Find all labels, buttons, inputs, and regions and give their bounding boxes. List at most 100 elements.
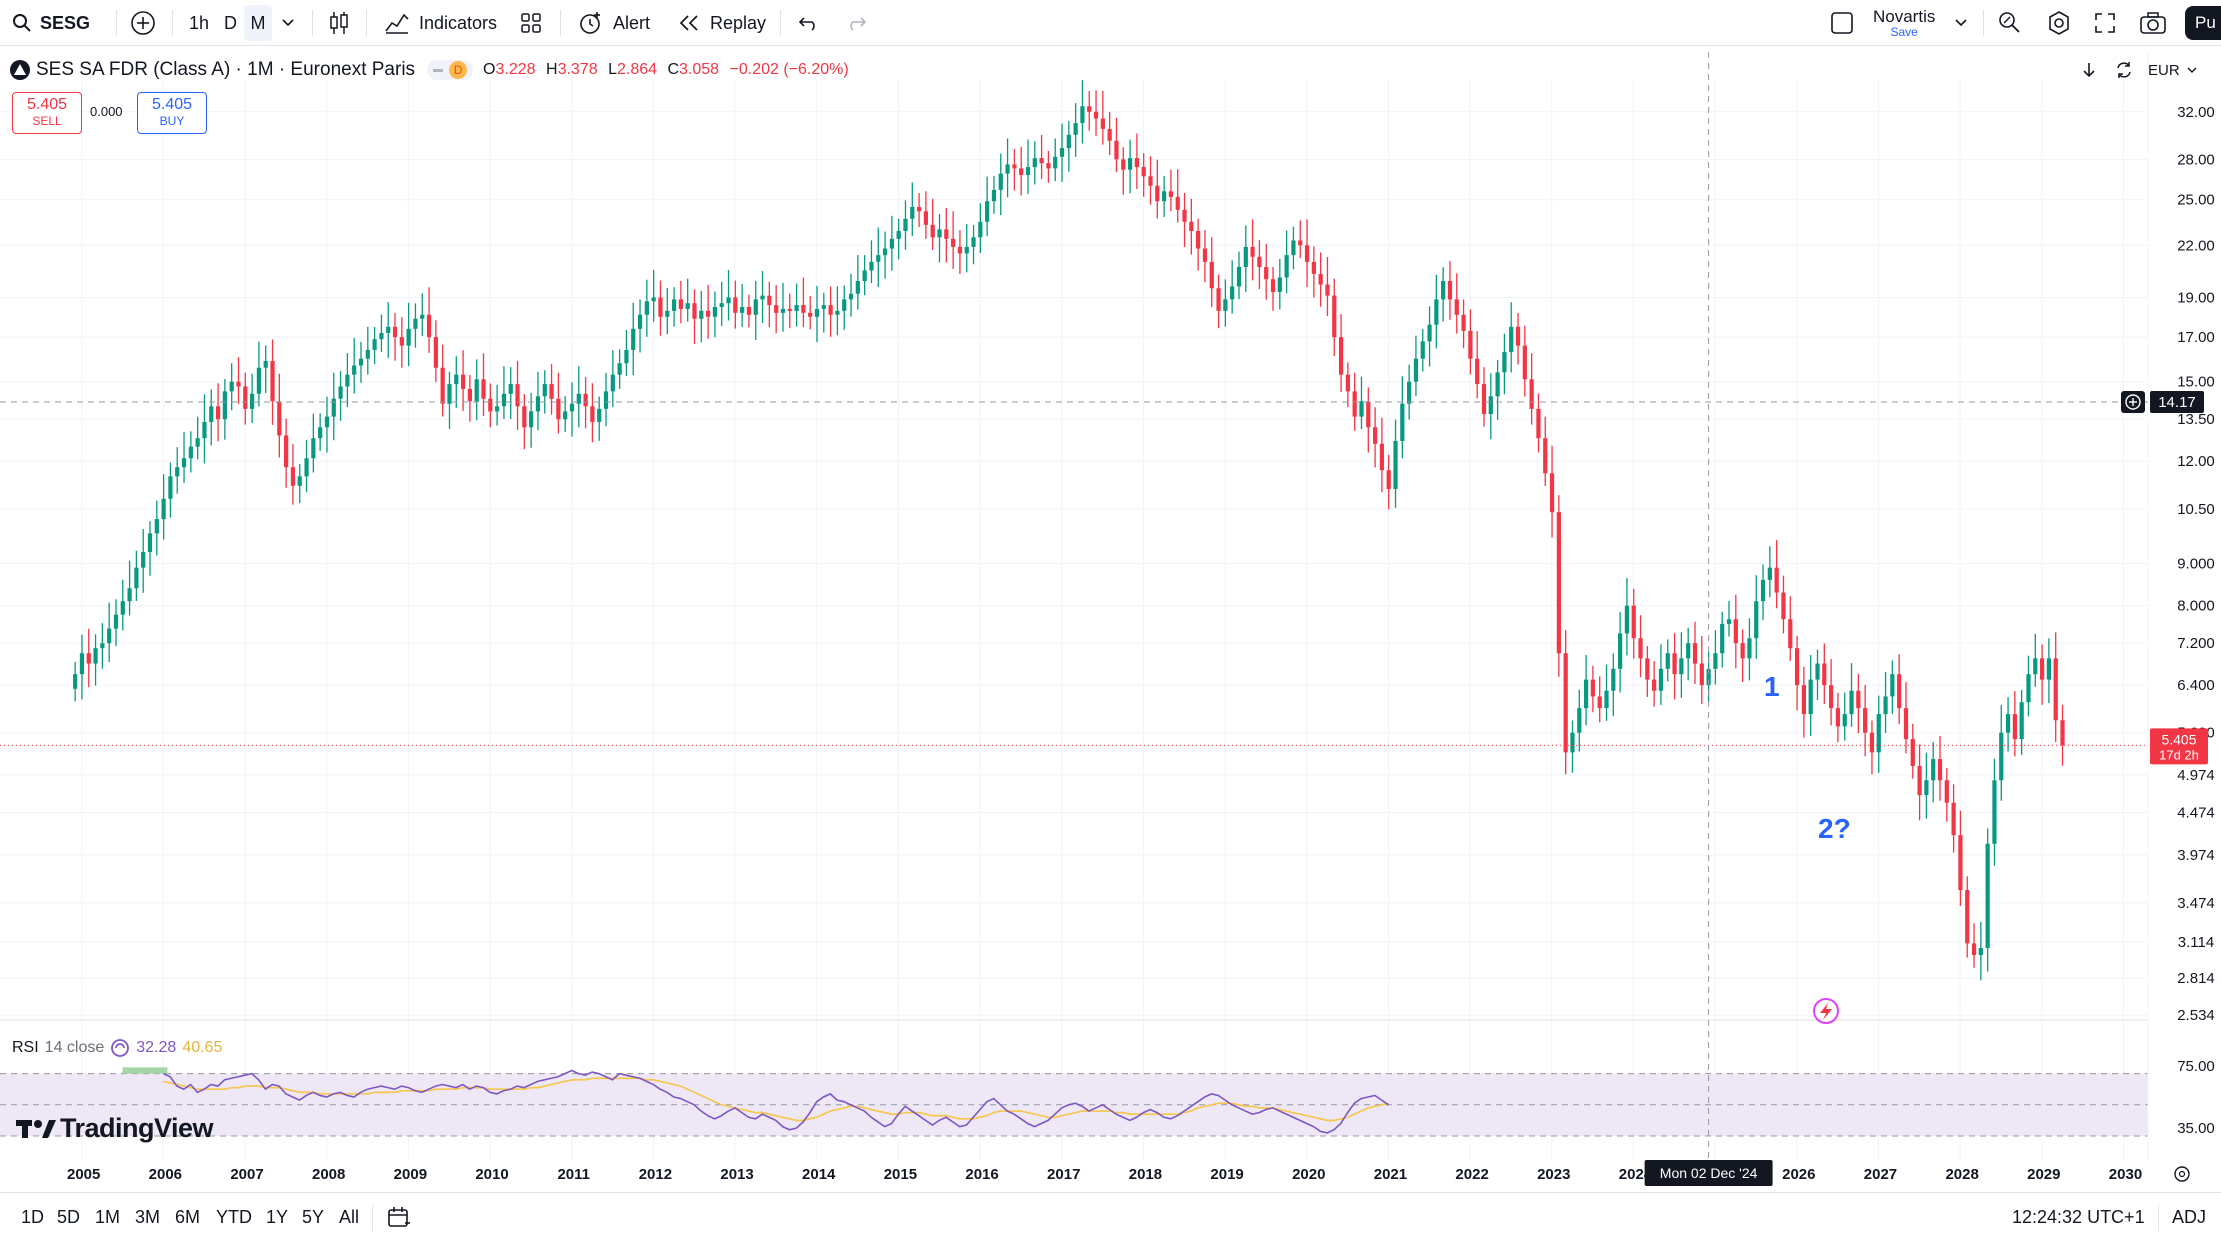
adjust-data-button[interactable]: ADJ	[2172, 1193, 2206, 1242]
candle-body	[848, 293, 854, 300]
goto-date-button[interactable]	[387, 1193, 411, 1242]
candle-body	[1638, 638, 1643, 659]
symbol-legend: SES SA FDR (Class A) · 1M · Euronext Par…	[10, 57, 849, 83]
candle-body	[1073, 123, 1078, 135]
crosshair-time-label: Mon 02 Dec '24	[1660, 1165, 1758, 1181]
redo-button[interactable]	[845, 0, 867, 46]
snapshot-button[interactable]	[2139, 0, 2167, 46]
crosshair-add-button[interactable]	[2121, 390, 2145, 413]
download-button[interactable]	[2078, 58, 2100, 82]
rsi-line	[163, 1069, 1389, 1134]
range-5d[interactable]: 5D	[57, 1193, 80, 1242]
candle-body	[1196, 230, 1201, 249]
candle-body	[420, 314, 425, 319]
alert-button[interactable]: Alert	[578, 0, 650, 46]
refresh-button[interactable]	[2112, 58, 2136, 82]
time-tick-label: 2011	[557, 1166, 590, 1183]
utc-clock[interactable]: 12:24:32 UTC+1	[2012, 1193, 2145, 1242]
symbol-search[interactable]: SESG	[12, 0, 90, 46]
interval-dropdown[interactable]	[282, 0, 294, 46]
range-6m[interactable]: 6M	[175, 1193, 200, 1242]
axis-settings-button[interactable]	[2174, 1166, 2190, 1182]
candle-body	[256, 367, 262, 394]
candle-body	[876, 255, 881, 262]
candle-body	[774, 305, 779, 313]
candle-body	[1148, 176, 1153, 186]
candle-body	[1468, 330, 1473, 359]
lightning-event-icon[interactable]	[1813, 998, 1839, 1024]
candle-body	[1359, 401, 1364, 417]
data-badge[interactable]: D	[427, 60, 474, 80]
candle-body	[685, 303, 690, 309]
chart-area[interactable]: 32.00 28.00 25.00 22.00 19.00 17.00 15.00 13.50…	[0, 47, 2221, 1190]
settings-button[interactable]	[2046, 0, 2072, 46]
undo-icon	[798, 17, 815, 31]
candle-body	[637, 314, 643, 329]
templates-button[interactable]	[520, 0, 542, 46]
currency-select[interactable]: EUR	[2148, 58, 2197, 82]
indicators-button[interactable]: Indicators	[384, 0, 497, 46]
undo-button[interactable]	[798, 0, 820, 46]
chart-type-button[interactable]	[328, 0, 350, 46]
interval-label: M	[250, 12, 266, 33]
price-tick-label: 17.00	[2177, 329, 2215, 346]
rsi-legend[interactable]: RSI 14 close 32.28 40.65	[12, 1038, 222, 1058]
range-5y[interactable]: 5Y	[302, 1193, 324, 1242]
candle-body	[1692, 643, 1698, 664]
interval-d[interactable]: D	[224, 0, 237, 46]
candle-body	[1515, 326, 1521, 346]
range-1y[interactable]: 1Y	[266, 1193, 288, 1242]
range-label: 6M	[175, 1207, 201, 1227]
change-value: −0.202 (−6.20%)	[729, 61, 849, 78]
candle-body	[889, 238, 894, 249]
tradingview-logo[interactable]: TradingView	[16, 1113, 214, 1144]
price-tick-label: 32.00	[2177, 104, 2215, 121]
range-all[interactable]: All	[339, 1193, 359, 1242]
rewind-icon	[679, 15, 698, 31]
range-3m[interactable]: 3M	[135, 1193, 160, 1242]
candle-body	[1856, 690, 1861, 709]
publish-button[interactable]: Pu	[2185, 6, 2221, 40]
price-chart[interactable]: 32.00 28.00 25.00 22.00 19.00 17.00 15.00 13.50…	[0, 47, 2221, 1190]
candle-body	[597, 408, 602, 422]
candle-body	[1958, 835, 1963, 891]
fullscreen-button[interactable]	[2094, 0, 2116, 46]
candle-body	[916, 206, 922, 212]
range-ytd[interactable]: YTD	[216, 1193, 252, 1242]
symbol-title[interactable]: SES SA FDR (Class A) · 1M · Euronext Par…	[36, 59, 416, 80]
interval-1h[interactable]: 1h	[189, 0, 209, 46]
candle-body	[2039, 658, 2045, 680]
candle-body	[93, 648, 98, 664]
time-tick-label: 2016	[965, 1166, 998, 1183]
candle-body	[1019, 168, 1024, 175]
candle-body	[576, 393, 581, 404]
layout-dropdown[interactable]	[1955, 0, 1967, 46]
layout-name-button[interactable]: Novartis Save	[1873, 6, 1935, 40]
candle-body	[86, 653, 91, 664]
candle-body	[1699, 663, 1704, 686]
interval-m-active[interactable]: M	[244, 5, 272, 41]
range-1m[interactable]: 1M	[95, 1193, 120, 1242]
alert-label: Alert	[613, 12, 651, 33]
replay-button[interactable]: Replay	[677, 0, 766, 46]
candle-body	[181, 458, 187, 468]
layout-toggle[interactable]	[1830, 0, 1854, 46]
candle-body	[760, 295, 765, 300]
candle-body	[1175, 196, 1180, 210]
candle-body	[1325, 284, 1330, 296]
compare-symbol-button[interactable]	[130, 0, 156, 46]
candle-body	[1230, 286, 1235, 300]
clock-label: 12:24:32 UTC+1	[2012, 1207, 2145, 1227]
candle-body	[1393, 441, 1398, 489]
candle-body	[1332, 295, 1337, 338]
candle-body	[610, 374, 615, 392]
interval-label: 1h	[189, 12, 210, 33]
low-value: 2.864	[616, 61, 658, 78]
quick-search-button[interactable]	[1997, 0, 2023, 46]
range-1d[interactable]: 1D	[21, 1193, 44, 1242]
price-tick-label: 4.974	[2177, 767, 2215, 784]
buy-button[interactable]: 5.405 BUY	[137, 92, 207, 134]
time-tick-label: 2029	[2027, 1166, 2060, 1183]
candle-body	[808, 312, 813, 317]
sell-button[interactable]: 5.405 SELL	[12, 92, 82, 134]
